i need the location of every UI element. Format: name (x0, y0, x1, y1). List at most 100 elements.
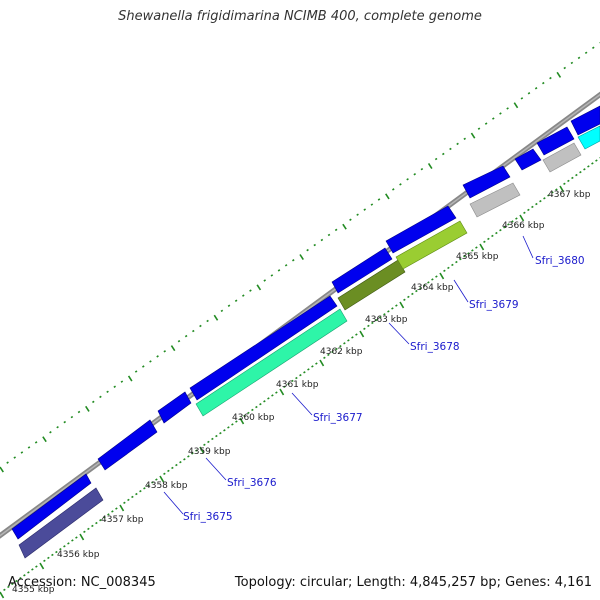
ruler-minor-tick (575, 173, 578, 177)
gene-sfri-3678-bar[interactable] (337, 259, 406, 311)
ruler-minor-tick (577, 56, 581, 60)
gene-label-sfri-3676[interactable]: Sfri_3676 (227, 477, 277, 489)
ruler-minor-tick (267, 397, 270, 400)
ruler-minor-tick (87, 527, 90, 531)
ruler-minor-tick (443, 269, 446, 272)
tick-label: 4365 kbp (456, 252, 499, 262)
ruler-minor-tick (306, 248, 309, 252)
ruler-minor-tick (234, 299, 238, 302)
ruler-minor-tick (179, 460, 182, 464)
ruler-minor-tick (334, 228, 338, 232)
cds-arrow[interactable] (331, 247, 393, 294)
ruler-major-tick (279, 388, 285, 396)
tick-label: 4355 kbp (12, 585, 55, 595)
gene-label-sfri-3680[interactable]: Sfri_3680 (535, 255, 585, 267)
gene-leader-lines (163, 235, 534, 515)
ruler-minor-tick (563, 66, 567, 70)
gene-sfri-3679-bar[interactable] (395, 220, 468, 270)
ruler-minor-tick (499, 228, 502, 232)
ruler-minor-tick (307, 368, 310, 371)
accession-text: Accession: NC_008345 (8, 575, 156, 590)
ruler-minor-tick (503, 226, 506, 229)
ruler-minor-tick (223, 429, 226, 432)
ruler-minor-tick (399, 183, 402, 186)
ruler-major-tick (513, 102, 519, 109)
ruler-minor-tick (7, 585, 10, 589)
ruler-minor-tick (403, 298, 406, 301)
genome-backbone (0, 91, 600, 539)
gene-sfri-3677-bar[interactable] (195, 308, 348, 417)
ruler-minor-tick (592, 46, 595, 49)
ruler-minor-tick (92, 400, 95, 404)
ruler-minor-tick (570, 61, 574, 65)
ruler-minor-tick (167, 469, 170, 473)
ruler-minor-tick (543, 197, 546, 200)
ruler-minor-tick (483, 240, 486, 243)
cds-arrow[interactable] (97, 419, 158, 471)
ruler-minor-tick (275, 391, 278, 394)
ruler-minor-tick (6, 461, 9, 464)
ruler-minor-tick (163, 472, 166, 475)
ruler-minor-tick (242, 294, 245, 297)
cds-arrow[interactable] (462, 165, 511, 199)
ruler-minor-tick (149, 360, 152, 363)
ruler-minor-tick (51, 553, 54, 557)
ruler-minor-tick (147, 484, 150, 487)
ruler-minor-tick (163, 350, 167, 353)
ruler-minor-tick (579, 170, 582, 174)
ruler-major-tick (427, 162, 433, 169)
ruler-minor-tick (331, 350, 334, 354)
cds-arrow[interactable] (514, 148, 542, 171)
ruler-major-tick (319, 359, 325, 367)
ruler-minor-tick (215, 434, 218, 438)
cds-arrow[interactable] (570, 105, 600, 136)
ruler-minor-tick (487, 237, 490, 241)
ruler-minor-tick (287, 382, 290, 386)
ruler-minor-tick (235, 420, 238, 423)
ruler-minor-tick (292, 259, 295, 262)
ruler-minor-tick (434, 157, 438, 161)
ruler-minor-tick (20, 451, 24, 454)
gene-label-sfri-3678[interactable]: Sfri_3678 (410, 341, 460, 353)
cds-arrow[interactable] (189, 295, 338, 401)
cds-arrow[interactable] (385, 205, 457, 254)
ruler-minor-tick (220, 309, 224, 313)
ruler-minor-tick (313, 243, 317, 247)
ruler-minor-tick (477, 127, 481, 130)
ruler-minor-tick (507, 223, 510, 226)
gene-cyan-bar[interactable] (577, 125, 600, 150)
gene-labels: Sfri_3675 Sfri_3676 Sfri_3677 Sfri_3678 … (183, 255, 585, 523)
ruler-minor-tick (435, 275, 438, 278)
gene-label-sfri-3677[interactable]: Sfri_3677 (313, 412, 363, 424)
ruler-major-tick (256, 284, 262, 291)
cds-arrow[interactable] (11, 473, 92, 540)
gene-grey-bar[interactable] (542, 142, 582, 173)
ruler-major-tick (559, 185, 565, 193)
ruler-minor-tick (367, 324, 370, 328)
ruler-major-tick (0, 591, 5, 599)
ruler-minor-tick (207, 440, 210, 444)
gene-label-sfri-3675[interactable]: Sfri_3675 (183, 511, 233, 523)
ruler-minor-tick (492, 117, 495, 120)
cds-arrow[interactable] (536, 126, 575, 156)
ruler-minor-tick (263, 400, 266, 403)
ruler-minor-tick (203, 443, 206, 446)
ruler-minor-tick (370, 203, 374, 206)
ruler-minor-tick (106, 390, 109, 394)
ruler-minor-tick (251, 408, 254, 412)
ruler-minor-tick (139, 489, 142, 493)
ruler-minor-tick (19, 576, 22, 580)
ruler-minor-tick (427, 281, 430, 284)
ruler-minor-tick (395, 304, 398, 307)
gene-label-sfri-3679[interactable]: Sfri_3679 (469, 299, 519, 311)
gene-sfri-3680-bar[interactable] (469, 182, 521, 218)
ruler-minor-tick (484, 122, 488, 125)
ruler-minor-tick (459, 257, 462, 261)
ruler-minor-tick (247, 411, 250, 415)
ruler-minor-tick (243, 414, 246, 417)
ruler-minor-tick (95, 521, 98, 525)
cds-arrow[interactable] (157, 391, 192, 424)
gene-sfri-3675-bar[interactable] (18, 487, 104, 559)
ruler-minor-tick (227, 304, 231, 307)
ruler-minor-tick (142, 365, 145, 368)
